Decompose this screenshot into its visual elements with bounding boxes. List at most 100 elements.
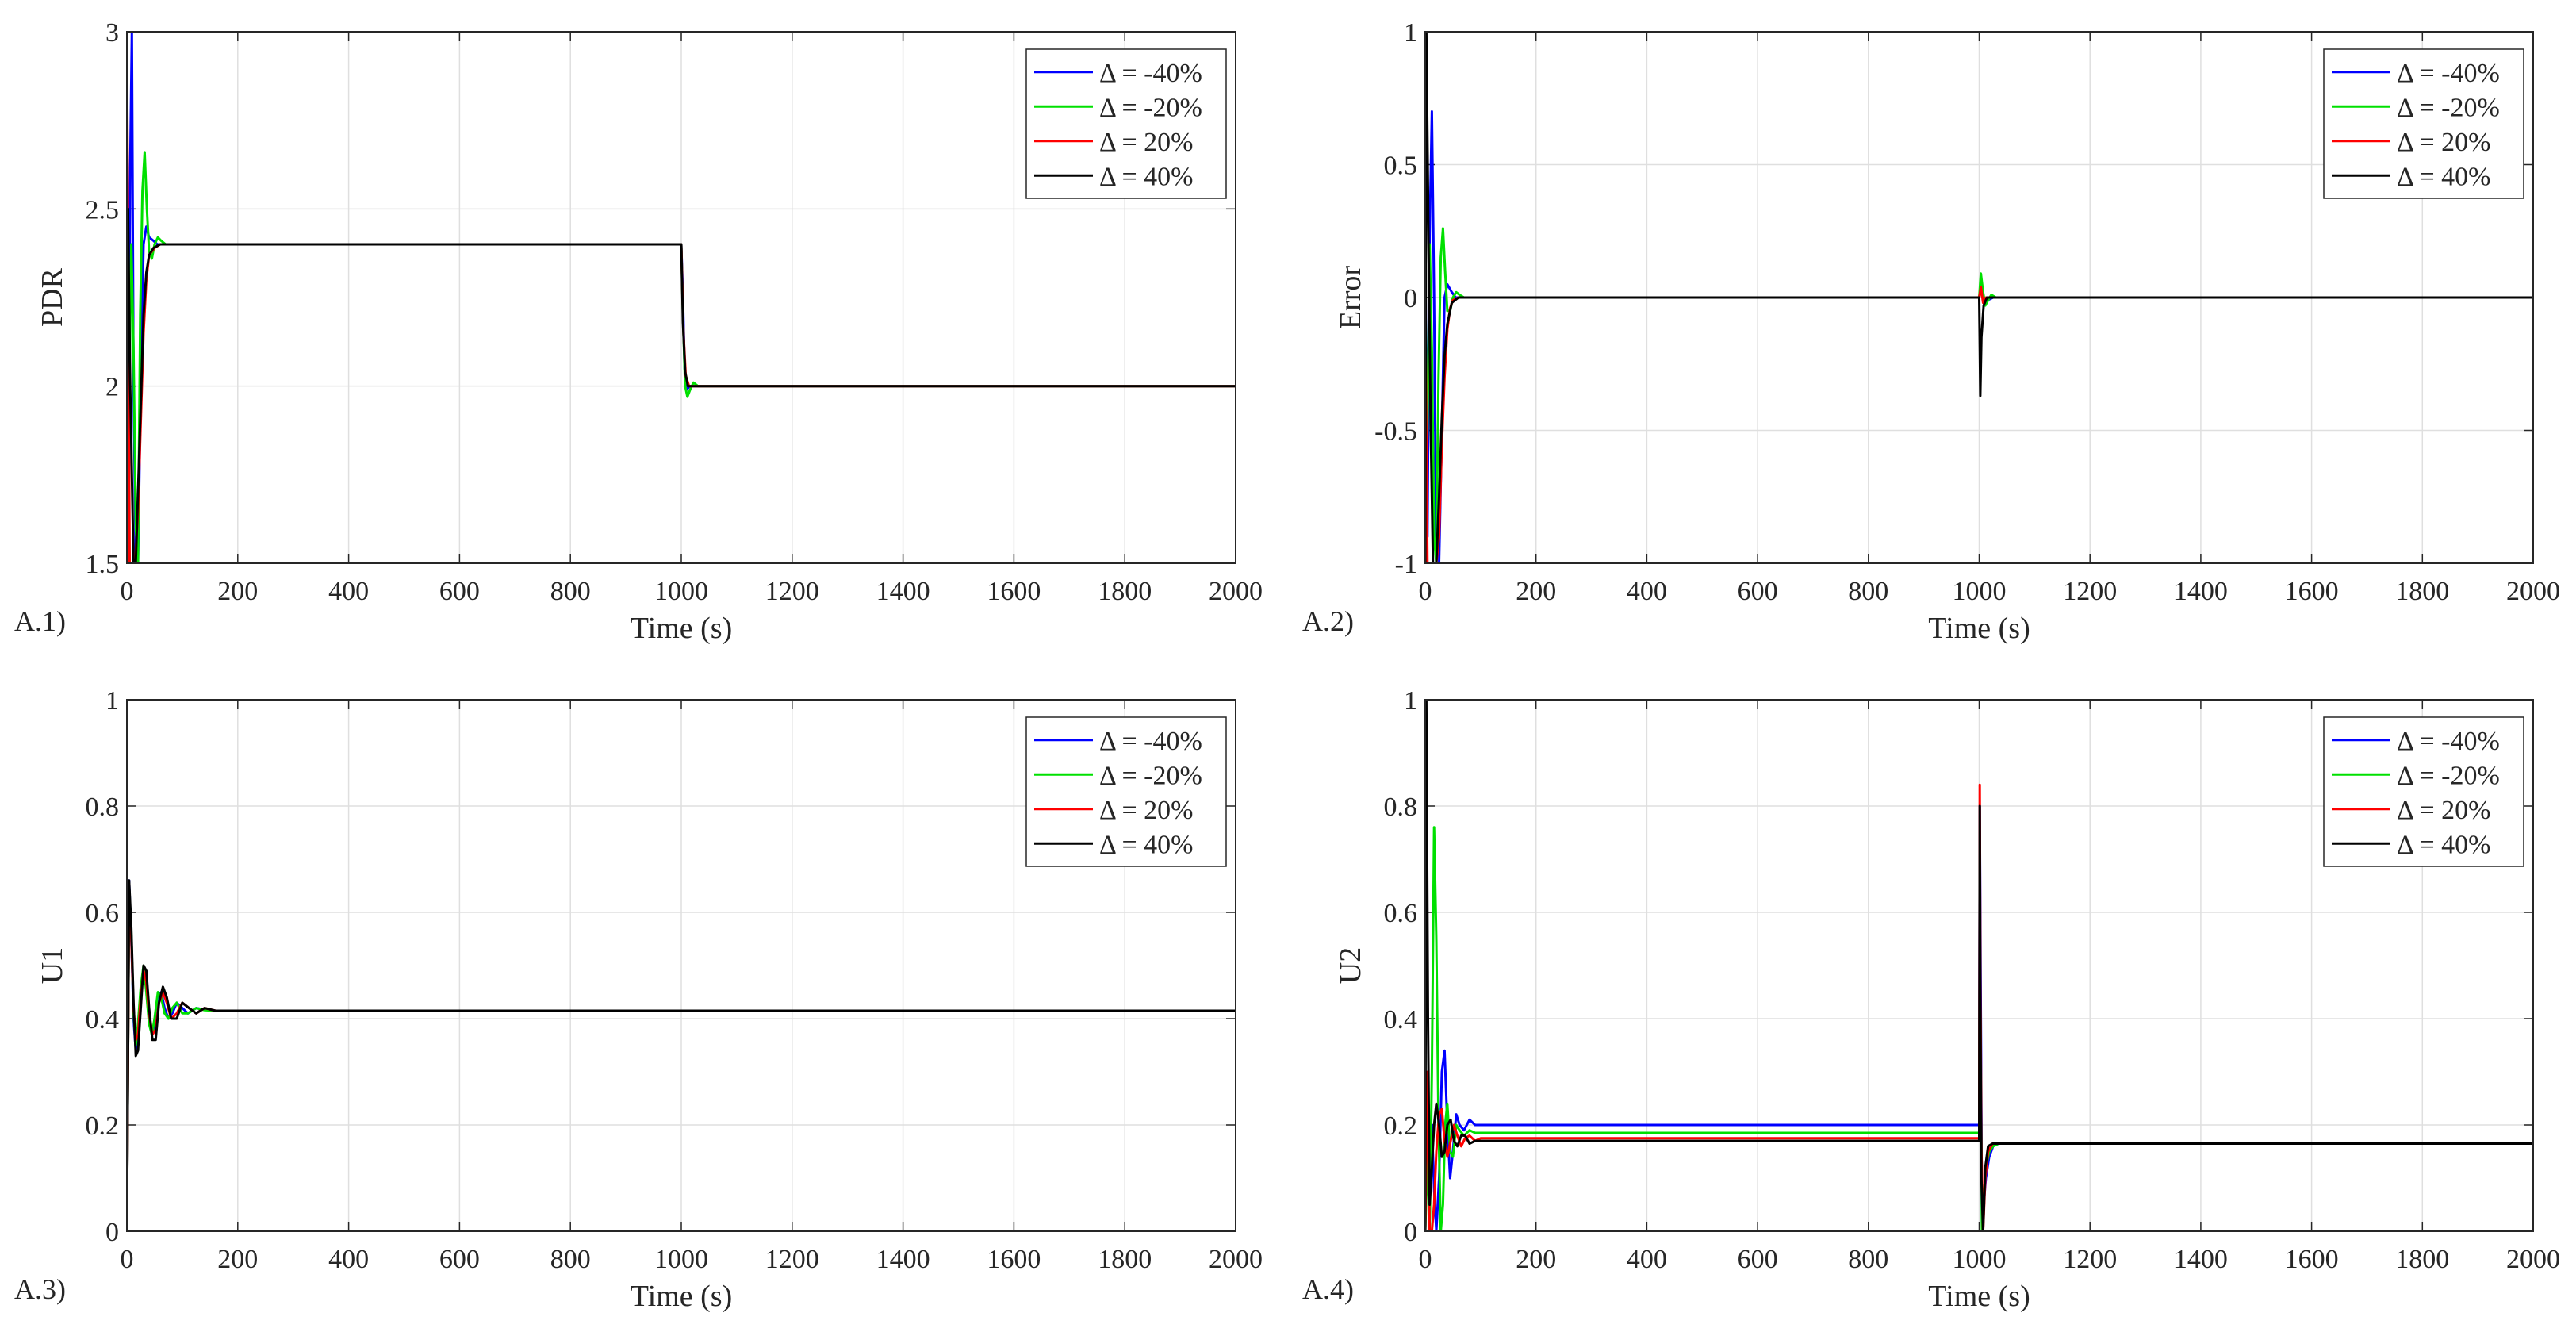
y-axis-title: Error bbox=[1334, 266, 1367, 330]
x-tick-label: 800 bbox=[1848, 577, 1888, 606]
y-tick-label: 0.6 bbox=[1384, 899, 1418, 928]
panel-label: A.3) bbox=[14, 1273, 66, 1305]
x-axis-title: Time (s) bbox=[631, 1280, 732, 1313]
x-tick-label: 1400 bbox=[2174, 1245, 2228, 1274]
y-tick-label: 0.8 bbox=[1384, 793, 1418, 822]
x-tick-label: 1800 bbox=[1098, 577, 1152, 606]
chart-panel-4: 0 200 400 600 800 1000 1200 1400 1600 1800 2000 0 0.… bbox=[1302, 686, 2560, 1313]
legend-label: Δ = 40% bbox=[1099, 162, 1194, 191]
x-tick-label: 600 bbox=[1738, 577, 1778, 606]
x-tick-label: 1200 bbox=[765, 1245, 819, 1274]
x-tick-label: 1000 bbox=[654, 1245, 708, 1274]
legend-label: Δ = -20% bbox=[1099, 93, 1202, 122]
x-tick-label: 1400 bbox=[876, 1245, 930, 1274]
legend-label: Δ = -40% bbox=[1099, 727, 1202, 756]
x-tick-label: 1200 bbox=[2063, 577, 2117, 606]
x-axis-title: Time (s) bbox=[631, 612, 732, 645]
y-axis-title: U1 bbox=[36, 947, 69, 984]
legend-label: Δ = 40% bbox=[2397, 830, 2491, 859]
x-tick-label: 1600 bbox=[987, 1245, 1041, 1274]
x-tick-label: 1200 bbox=[765, 577, 819, 606]
x-tick-label: 1600 bbox=[987, 577, 1041, 606]
x-tick-label: 2000 bbox=[2506, 577, 2560, 606]
y-tick-label: 0 bbox=[1404, 284, 1417, 313]
x-axis-title: Time (s) bbox=[1928, 1280, 2030, 1313]
y-tick-label: 2 bbox=[105, 373, 119, 402]
series-line-2 bbox=[1425, 227, 2533, 563]
x-tick-label: 2000 bbox=[2506, 1245, 2560, 1274]
legend-label: Δ = -40% bbox=[1099, 59, 1202, 88]
x-tick-label: 400 bbox=[328, 577, 369, 606]
series-line-4 bbox=[127, 879, 1236, 1231]
legend-box bbox=[2323, 716, 2524, 867]
y-tick-label: -1 bbox=[1395, 550, 1417, 579]
x-tick-label: 1400 bbox=[2174, 577, 2228, 606]
legend-label: Δ = 20% bbox=[1099, 128, 1194, 157]
series-group bbox=[127, 32, 1236, 563]
legend-label: Δ = -20% bbox=[2397, 761, 2500, 790]
x-tick-label: 600 bbox=[439, 577, 480, 606]
legend-label: Δ = -40% bbox=[2397, 59, 2500, 88]
series-line-4 bbox=[127, 207, 1236, 563]
y-tick-label: 1 bbox=[105, 686, 119, 716]
x-tick-label: 200 bbox=[1516, 577, 1556, 606]
x-tick-label: 2000 bbox=[1209, 1245, 1263, 1274]
x-tick-label: 1800 bbox=[2395, 577, 2449, 606]
x-tick-label: 600 bbox=[1738, 1245, 1778, 1274]
legend-label: Δ = 40% bbox=[2397, 162, 2491, 191]
panel-label: A.2) bbox=[1302, 605, 1354, 637]
panel-label: A.1) bbox=[14, 605, 66, 637]
x-tick-label: 200 bbox=[217, 577, 258, 606]
y-axis-title: PDR bbox=[36, 267, 69, 327]
series-group bbox=[127, 879, 1236, 1231]
legend-box bbox=[1025, 48, 1227, 199]
x-tick-label: 1800 bbox=[2395, 1245, 2449, 1274]
legend-label: Δ = -20% bbox=[1099, 761, 1202, 790]
panel-label: A.4) bbox=[1302, 1273, 1354, 1305]
x-tick-label: 1600 bbox=[2285, 1245, 2339, 1274]
legend: Δ = -40% Δ = -20% Δ = 20% Δ = 40% bbox=[1025, 716, 1227, 867]
x-tick-label: 800 bbox=[550, 1245, 591, 1274]
y-axis-title: U2 bbox=[1334, 947, 1367, 984]
x-axis-title: Time (s) bbox=[1928, 612, 2030, 645]
x-tick-label: 0 bbox=[121, 1245, 134, 1274]
x-tick-label: 1600 bbox=[2285, 577, 2339, 606]
x-tick-label: 400 bbox=[1627, 1245, 1667, 1274]
y-tick-label: 2.5 bbox=[86, 195, 120, 225]
legend-label: Δ = -20% bbox=[2397, 93, 2500, 122]
y-tick-label: 0 bbox=[1404, 1218, 1417, 1247]
legend-box bbox=[1025, 716, 1227, 867]
y-tick-label: 0.4 bbox=[86, 1005, 120, 1035]
x-tick-label: 2000 bbox=[1209, 577, 1263, 606]
chart-panel-2: 0 200 400 600 800 1000 1200 1400 1600 1800 2000 -1 -… bbox=[1302, 18, 2560, 645]
legend-label: Δ = 20% bbox=[1099, 796, 1194, 825]
series-line-4 bbox=[1425, 32, 2533, 563]
axes-frame bbox=[126, 699, 1236, 1232]
y-tick-label: -0.5 bbox=[1374, 417, 1417, 447]
x-tick-label: 0 bbox=[1419, 577, 1432, 606]
x-tick-label: 200 bbox=[217, 1245, 258, 1274]
y-tick-label: 0.6 bbox=[86, 899, 120, 928]
x-tick-label: 400 bbox=[328, 1245, 369, 1274]
x-tick-label: 800 bbox=[550, 577, 591, 606]
legend-label: Δ = 20% bbox=[2397, 796, 2491, 825]
legend-label: Δ = 40% bbox=[1099, 830, 1194, 859]
x-tick-label: 1000 bbox=[1953, 1245, 2007, 1274]
series-group bbox=[1425, 700, 2533, 1231]
chart-panel-1: 0 200 400 600 800 1000 1200 1400 1600 1800 2000 1.5… bbox=[14, 18, 1263, 645]
legend-label: Δ = -40% bbox=[2397, 727, 2500, 756]
y-tick-label: 0 bbox=[105, 1218, 119, 1247]
x-tick-label: 800 bbox=[1848, 1245, 1888, 1274]
y-tick-label: 0.8 bbox=[86, 793, 120, 822]
x-tick-label: 0 bbox=[1419, 1245, 1432, 1274]
x-tick-label: 600 bbox=[439, 1245, 480, 1274]
axes-frame bbox=[126, 31, 1236, 564]
series-group bbox=[1425, 32, 2533, 563]
x-tick-label: 200 bbox=[1516, 1245, 1556, 1274]
legend-label: Δ = 20% bbox=[2397, 128, 2491, 157]
x-tick-label: 1000 bbox=[1953, 577, 2007, 606]
legend: Δ = -40% Δ = -20% Δ = 20% Δ = 40% bbox=[1025, 48, 1227, 199]
axes-frame bbox=[1424, 31, 2534, 564]
axes-frame bbox=[1424, 699, 2534, 1232]
